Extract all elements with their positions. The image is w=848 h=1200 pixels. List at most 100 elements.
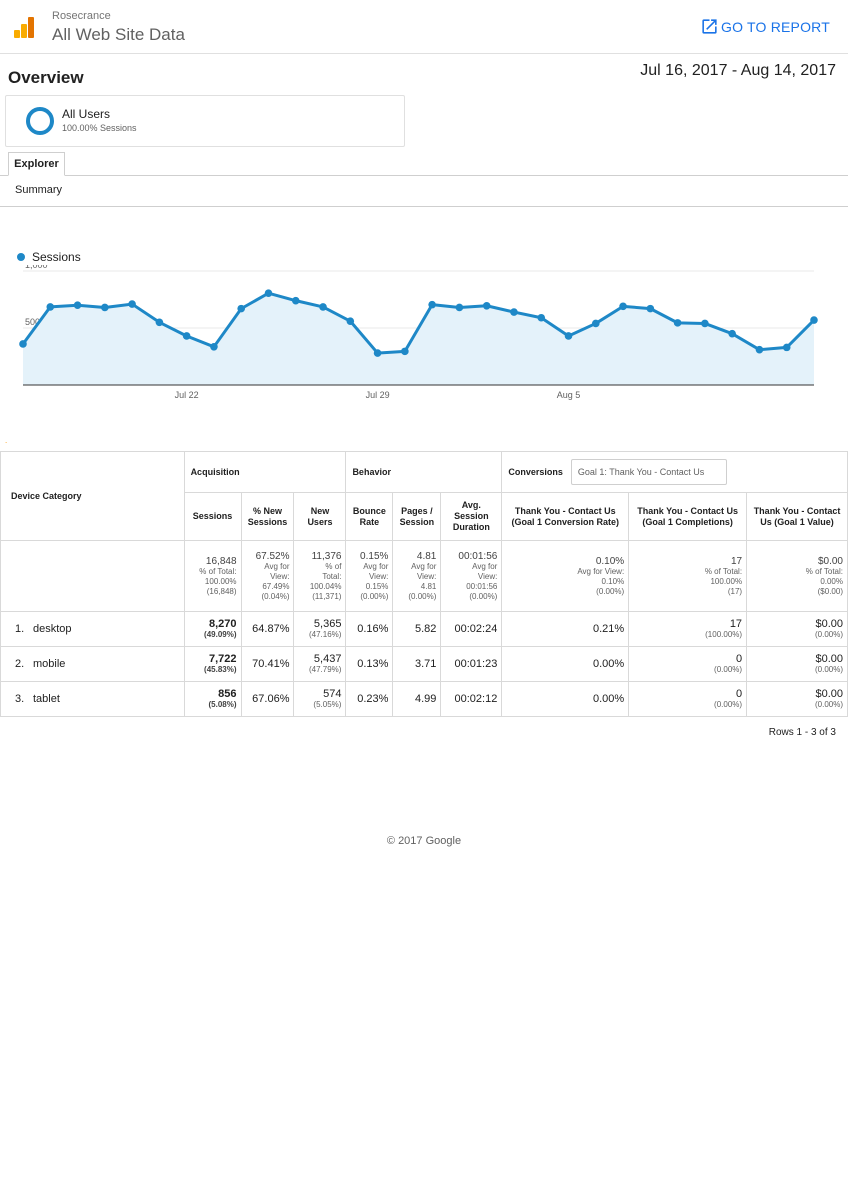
total-completions: 17% of Total: 100.00% (17) [628, 540, 748, 612]
new-users-cell: 5,365 (47.16%) [293, 611, 347, 647]
value-cell: $0.00 (0.00%) [746, 681, 848, 717]
col-goal1-conversion-rate[interactable]: Thank You - Contact Us (Goal 1 Conversio… [501, 492, 630, 541]
x-tick-label: Jul 22 [175, 390, 199, 400]
conv-rate-cell: 0.00% [501, 681, 630, 717]
duration-cell: 00:02:24 [440, 611, 503, 647]
table-row: 1. desktop 8,270 (49.09%) 64.87% 5,365 (47.… [0, 611, 848, 647]
sessions-data-point [428, 300, 436, 309]
col-sessions[interactable]: Sessions [183, 492, 242, 541]
duration-cell: 00:01:23 [440, 646, 503, 682]
pages-cell: 5.82 [392, 611, 442, 647]
sessions-line-chart: 500 1,000 Jul 22 Jul 29 Aug 5 [19, 265, 818, 400]
col-pages-session[interactable]: Pages / Session [392, 492, 442, 541]
sessions-cell: 856 (5.08%) [183, 681, 242, 717]
x-tick-label: Aug 5 [557, 390, 581, 400]
sessions-data-point [673, 319, 682, 327]
sessions-data-point [482, 301, 491, 310]
col-new-users[interactable]: New Users [293, 492, 347, 541]
sessions-data-point [46, 303, 55, 311]
sessions-data-point [155, 318, 164, 327]
device-cell[interactable]: 1. desktop [0, 611, 185, 647]
total-bounce-rate: 0.15% Avg for View: 0.15% (0.00%) [345, 540, 394, 612]
table-row: 3. tablet 856 (5.08%) 67.06% 574 (5.05%) 0.… [0, 681, 848, 717]
chart-legend: Sessions [17, 250, 81, 264]
sessions-data-point [564, 332, 573, 340]
group-behavior: Behavior [345, 451, 503, 493]
sessions-data-point [646, 304, 655, 313]
bounce-cell: 0.13% [345, 646, 394, 682]
sessions-data-point [319, 303, 327, 311]
sessions-data-point [401, 347, 409, 356]
sessions-data-point [182, 332, 191, 340]
go-to-report-label: GO TO REPORT [721, 18, 830, 35]
sessions-data-point [210, 343, 218, 351]
new-users-cell: 574 (5.05%) [293, 681, 347, 717]
sessions-data-point [264, 289, 273, 298]
segment-card[interactable]: All Users 100.00% Sessions [5, 95, 405, 147]
account-name: Rosecrance [52, 10, 111, 22]
sessions-data-point [101, 303, 109, 312]
sessions-data-point [455, 303, 464, 312]
pages-cell: 4.99 [392, 681, 442, 717]
open-in-new-icon [702, 19, 717, 34]
sessions-data-point [755, 345, 764, 354]
total-new-users: 11,376% of Total: 100.04% (11,371) [293, 540, 347, 612]
total-sessions: 16,848% of Total: 100.00% (16,848) [183, 540, 242, 612]
total-conversion-rate: 0.10% Avg for View: 0.10% (0.00%) [501, 540, 630, 612]
x-tick-label: Jul 29 [366, 390, 390, 400]
sessions-data-point [619, 302, 627, 311]
total-avg-duration: 00:01:56 Avg for View: 00:01:56 (0.00%) [440, 540, 503, 612]
sessions-data-point [128, 300, 136, 308]
tab-strip-divider [0, 175, 848, 176]
duration-cell: 00:02:12 [440, 681, 503, 717]
new-sessions-cell: 67.06% [240, 681, 295, 717]
col-new-sessions-pct[interactable]: % New Sessions [240, 492, 295, 541]
device-category-table: Device Category Acquisition Behavior Con… [0, 451, 848, 717]
segment-ring-icon [26, 107, 54, 135]
sessions-data-point [291, 296, 300, 305]
col-bounce-rate[interactable]: Bounce Rate [345, 492, 394, 541]
bounce-cell: 0.16% [345, 611, 394, 647]
y-tick-label: 500 [25, 317, 40, 327]
footer-copyright: © 2017 Google [386, 835, 462, 847]
value-cell: $0.00 (0.00%) [746, 646, 848, 682]
group-conversions-label: Conversions [508, 467, 563, 477]
col-goal1-completions[interactable]: Thank You - Contact Us (Goal 1 Completio… [628, 492, 748, 541]
conv-rate-cell: 0.00% [501, 646, 630, 682]
pages-cell: 3.71 [392, 646, 442, 682]
col-avg-session-duration[interactable]: Avg. Session Duration [440, 492, 503, 541]
completions-cell: 0 (0.00%) [628, 646, 748, 682]
device-cell[interactable]: 2. mobile [0, 646, 185, 682]
goal-select[interactable]: Goal 1: Thank You - Contact Us [570, 459, 727, 485]
sessions-data-point [728, 329, 736, 338]
col-goal1-value[interactable]: Thank You - Contact Us (Goal 1 Value) [746, 492, 848, 541]
sessions-data-point [701, 319, 709, 328]
group-conversions: Conversions Goal 1: Thank You - Contact … [501, 451, 848, 493]
dimension-header[interactable]: Device Category [0, 451, 185, 541]
total-pages-session: 4.81 Avg for View: 4.81 (0.00%) [392, 540, 442, 612]
tiny-marker: . [5, 436, 8, 445]
sessions-data-point [73, 301, 82, 309]
new-sessions-cell: 64.87% [240, 611, 295, 647]
tab-summary[interactable]: Summary [15, 184, 63, 196]
table-row: 2. mobile 7,722 (45.83%) 70.41% 5,437 (47.7… [0, 646, 848, 682]
sessions-cell: 7,722 (45.83%) [183, 646, 242, 682]
sessions-data-point [537, 313, 546, 322]
sessions-data-point [237, 304, 246, 313]
date-range[interactable]: Jul 16, 2017 - Aug 14, 2017 [640, 62, 836, 79]
page-title: Overview [8, 68, 84, 87]
legend-label: Sessions [32, 250, 81, 264]
property-name: All Web Site Data [52, 25, 185, 44]
sessions-data-point [591, 319, 600, 328]
sessions-area [23, 293, 814, 385]
totals-row: 16,848% of Total: 100.00% (16,848) 67.52% A… [0, 540, 848, 612]
report-header: Rosecrance All Web Site Data GO TO REPOR… [0, 0, 848, 54]
analytics-logo-icon [14, 17, 34, 38]
total-new-sessions-pct: 67.52% Avg for View: 67.49% (0.04%) [240, 540, 295, 612]
sessions-series-line [21, 291, 816, 355]
go-to-report-link[interactable]: GO TO REPORT [700, 17, 830, 36]
sessions-data-point [346, 317, 355, 325]
device-cell[interactable]: 3. tablet [0, 681, 185, 717]
group-acquisition: Acquisition [183, 451, 347, 493]
tab-explorer[interactable]: Explorer [8, 152, 65, 176]
